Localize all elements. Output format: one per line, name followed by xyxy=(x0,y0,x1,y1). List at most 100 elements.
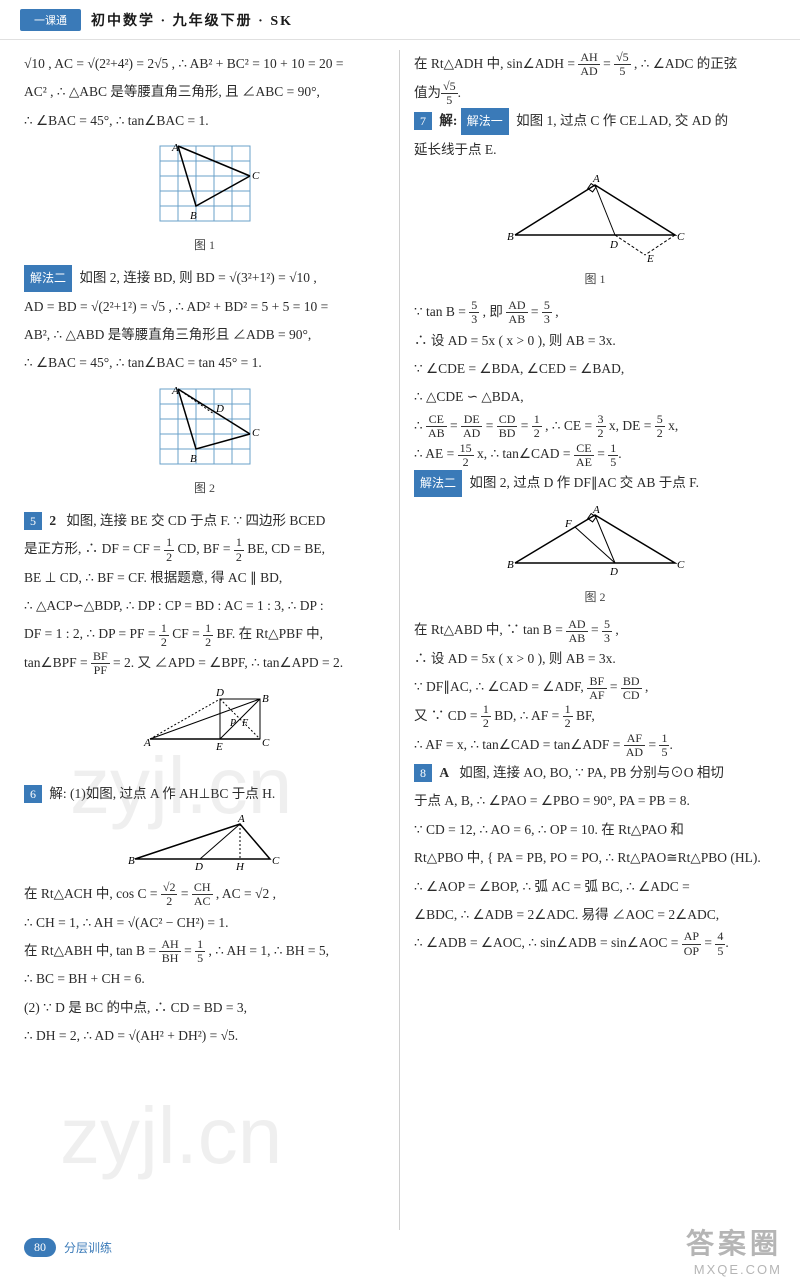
text-line: 解法二 如图 2, 连接 BD, 则 BD = √(3²+1²) = √10 , xyxy=(24,264,385,292)
text-span: 如图 1, 过点 C 作 CE⊥AD, 交 AD 的 xyxy=(516,113,728,128)
text-line: AD = BD = √(2²+1²) = √5 , ∴ AD² + BD² = … xyxy=(24,293,385,321)
text-line: 值为√55. xyxy=(414,79,776,108)
answer-choice: A xyxy=(439,765,449,780)
figure-triangle: B C A D H xyxy=(24,814,385,874)
text-line: 7 解: 解法一 如图 1, 过点 C 作 CE⊥AD, 交 AD 的 xyxy=(414,107,776,135)
text-line: ∠BDC, ∴ ∠ADB = 2∠ADC. 易得 ∠AOC = 2∠ADC, xyxy=(414,901,776,929)
svg-text:B: B xyxy=(190,210,197,222)
svg-text:A: A xyxy=(143,737,151,749)
text-line: ∴ ∠ADB = ∠AOC, ∴ sin∠ADB = sin∠AOC = APO… xyxy=(414,929,776,958)
content-columns: √10 , AC = √(2²+4²) = 2√5 , ∴ AB² + BC² … xyxy=(0,40,800,1240)
question-number: 6 xyxy=(24,785,42,803)
text-span: 如图 2, 过点 D 作 DF∥AC 交 AB 于点 F. xyxy=(469,475,699,490)
text-span: 如图, 连接 AO, BO, ∵ PA, PB 分别与⊙O 相切 xyxy=(459,765,724,780)
text-line: ∴ ∠BAC = 45°, ∴ tan∠BAC = 1. xyxy=(24,107,385,135)
svg-text:C: C xyxy=(272,855,280,867)
page-number: 80 xyxy=(24,1238,56,1257)
text-line: 6 解: (1)如图, 过点 A 作 AH⊥BC 于点 H. xyxy=(24,780,385,808)
svg-text:C: C xyxy=(262,737,270,749)
text-line: √10 , AC = √(2²+4²) = 2√5 , ∴ AB² + BC² … xyxy=(24,50,385,78)
text-line: ∴ CEAB = DEAD = CDBD = 12 , ∴ CE = 32 x,… xyxy=(414,412,776,441)
text-span: 如图 2, 连接 BD, 则 BD = √(3²+1²) = √10 , xyxy=(79,270,316,285)
page-header: 一课通 初中数学 · 九年级下册 · SK xyxy=(0,0,800,40)
text-line: BE ⊥ CD, ∴ BF = CF. 根据题意, 得 AC ∥ BD, xyxy=(24,564,385,592)
text-line: ∴ 设 AD = 5x ( x > 0 ), 则 AB = 3x. xyxy=(414,645,776,673)
text-line: ∴ △CDE ∽ △BDA, xyxy=(414,383,776,411)
text-line: ∵ CD = 12, ∴ AO = 6, ∴ OP = 10. 在 Rt△PAO… xyxy=(414,816,776,844)
question-number: 5 xyxy=(24,512,42,530)
text-line: 在 Rt△ACH 中, cos C = √22 = CHAC , AC = √2… xyxy=(24,880,385,909)
svg-text:A: A xyxy=(171,142,179,154)
text-line: 5 2 如图, 连接 BE 交 CD 于点 F. ∵ 四边形 BCED xyxy=(24,507,385,535)
svg-text:C: C xyxy=(677,231,685,243)
svg-text:B: B xyxy=(507,231,514,243)
text-line: 延长线于点 E. xyxy=(414,136,776,164)
answer-choice: 2 xyxy=(49,513,56,528)
figure-caption: 图 2 xyxy=(24,476,385,501)
figure-grid-2: A B C D 图 2 xyxy=(24,384,385,501)
text-line: ∴ △ACP∽△BDP, ∴ DP : CP = BD : AC = 1 : 3… xyxy=(24,592,385,620)
svg-text:B: B xyxy=(507,559,514,571)
svg-text:C: C xyxy=(252,170,260,182)
method-badge: 解法二 xyxy=(24,265,72,292)
svg-text:H: H xyxy=(235,861,245,873)
text-line: ∴ 设 AD = 5x ( x > 0 ), 则 AB = 3x. xyxy=(414,327,776,355)
svg-text:A: A xyxy=(592,173,600,185)
figure-rect: A D B E C P F xyxy=(24,684,385,774)
svg-text:P: P xyxy=(229,718,236,729)
text-line: AB², ∴ △ABD 是等腰直角三角形且 ∠ADB = 90°, xyxy=(24,321,385,349)
text-line: ∵ DF∥AC, ∴ ∠CAD = ∠ADF, BFAF = BDCD , xyxy=(414,673,776,702)
text-line: ∴ CH = 1, ∴ AH = √(AC² − CH²) = 1. xyxy=(24,909,385,937)
svg-text:C: C xyxy=(252,427,260,439)
text-line: 于点 A, B, ∴ ∠PAO = ∠PBO = 90°, PA = PB = … xyxy=(414,787,776,815)
text-line: ∵ tan B = 53 , 即 ADAB = 53 , xyxy=(414,298,776,327)
svg-text:A: A xyxy=(592,504,600,516)
text-line: 解法二 如图 2, 过点 D 作 DF∥AC 交 AB 于点 F. xyxy=(414,469,776,497)
figure-triangle-1r: B A C D E 图 1 xyxy=(414,170,776,292)
answer-logo: 答案圈 MXQE.COM xyxy=(686,1222,782,1277)
text-line: 8 A 如图, 连接 AO, BO, ∵ PA, PB 分别与⊙O 相切 xyxy=(414,759,776,787)
question-number: 8 xyxy=(414,764,432,782)
text-line: ∴ ∠BAC = 45°, ∴ tan∠BAC = tan 45° = 1. xyxy=(24,349,385,377)
header-title: 初中数学 · 九年级下册 · SK xyxy=(91,10,293,30)
method-badge: 解法二 xyxy=(414,470,462,497)
text-line: 在 Rt△ABD 中, ∵ tan B = ADAB = 53 , xyxy=(414,616,776,645)
figure-triangle-2r: B A C D F 图 2 xyxy=(414,503,776,610)
text-line: 在 Rt△ABH 中, tan B = AHBH = 15 , ∴ AH = 1… xyxy=(24,937,385,966)
svg-text:B: B xyxy=(262,693,269,705)
text-line: AC² , ∴ △ABC 是等腰直角三角形, 且 ∠ABC = 90°, xyxy=(24,78,385,106)
footer-label: 分层训练 xyxy=(64,1239,112,1256)
figure-caption: 图 1 xyxy=(24,233,385,258)
figure-caption: 图 1 xyxy=(414,267,776,292)
text-line: Rt△PBO 中, { PA = PB, PO = PO, ∴ Rt△PAO≅R… xyxy=(414,844,776,872)
text-line: 又 ∵ CD = 12 BD, ∴ AF = 12 BF, xyxy=(414,702,776,731)
svg-text:F: F xyxy=(241,718,249,729)
text-span: 解: (1)如图, 过点 A 作 AH⊥BC 于点 H. xyxy=(49,786,275,801)
question-number: 7 xyxy=(414,112,432,130)
text-line: ∴ DH = 2, ∴ AD = √(AH² + DH²) = √5. xyxy=(24,1022,385,1050)
text-line: (2) ∵ D 是 BC 的中点, ∴ CD = BD = 3, xyxy=(24,994,385,1022)
text-span: 如图, 连接 BE 交 CD 于点 F. ∵ 四边形 BCED xyxy=(66,513,325,528)
svg-text:E: E xyxy=(215,741,223,753)
svg-text:D: D xyxy=(609,239,618,251)
page-footer: 80 分层训练 xyxy=(24,1238,112,1257)
text-line: ∴ AF = x, ∴ tan∠CAD = tan∠ADF = AFAD = 1… xyxy=(414,731,776,760)
svg-text:E: E xyxy=(646,253,654,265)
right-column: 在 Rt△ADH 中, sin∠ADH = AHAD = √55 , ∴ ∠AD… xyxy=(400,50,776,1230)
text-line: 在 Rt△ADH 中, sin∠ADH = AHAD = √55 , ∴ ∠AD… xyxy=(414,50,776,79)
text-line: ∴ BC = BH + CH = 6. xyxy=(24,965,385,993)
svg-text:D: D xyxy=(609,566,618,578)
svg-text:B: B xyxy=(128,855,135,867)
text-line: DF = 1 : 2, ∴ DP = PF = 12 CF = 12 BF. 在… xyxy=(24,620,385,649)
svg-text:F: F xyxy=(564,518,572,530)
header-tab: 一课通 xyxy=(20,9,81,31)
svg-text:A: A xyxy=(237,814,245,825)
svg-text:D: D xyxy=(194,861,203,873)
method-badge: 解法一 xyxy=(461,108,509,135)
figure-caption: 图 2 xyxy=(414,585,776,610)
logo-en: MXQE.COM xyxy=(686,1262,782,1277)
figure-grid-1: A B C 图 1 xyxy=(24,141,385,258)
logo-cn: 答案圈 xyxy=(686,1222,782,1262)
text-line: ∴ AE = 152 x, ∴ tan∠CAD = CEAE = 15. xyxy=(414,440,776,469)
text-line: tan∠BPF = BFPF = 2. 又 ∠APD = ∠BPF, ∴ tan… xyxy=(24,649,385,678)
